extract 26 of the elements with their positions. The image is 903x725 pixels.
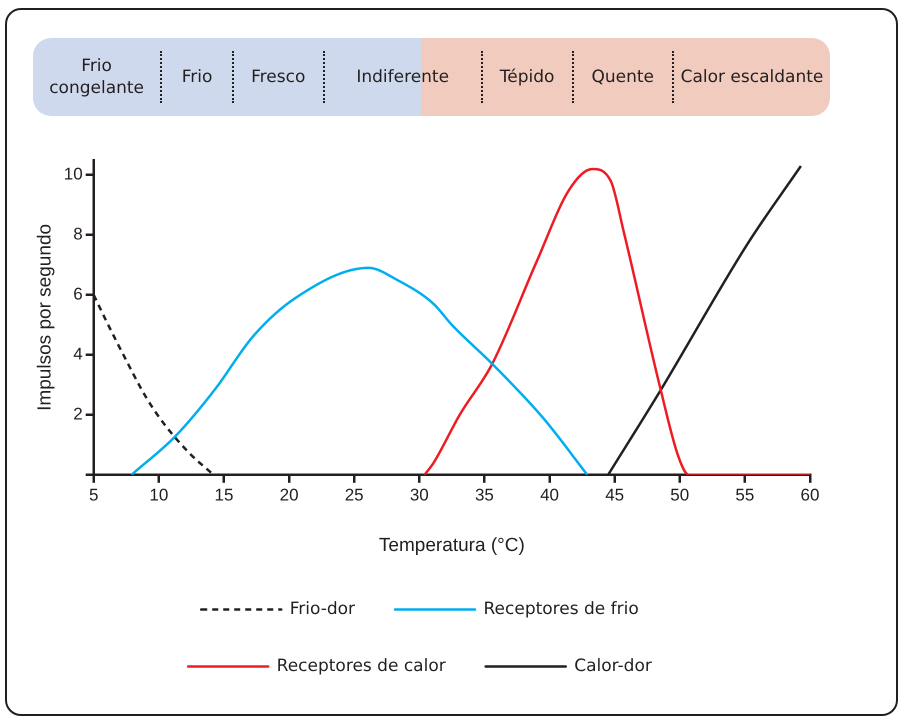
x-tick-label: 25 [344,486,364,505]
x-tick-label: 50 [670,486,690,505]
x-tick-label: 30 [410,486,429,505]
y-tick-label: 6 [73,284,83,304]
line-series [423,168,810,475]
legend-label: Receptores de frio [484,598,639,619]
x-tick-label: 5 [88,486,98,505]
x-tick-label: 10 [149,486,168,505]
x-tick-label: 15 [214,486,234,505]
x-tick-label: 20 [280,486,299,505]
temperature-scale-strip: Frio congelante Frio Fresco Indiferente Tépido Quente Calor escaldante [33,38,830,116]
x-tick-label: 55 [735,486,754,505]
y-tick-label: 4 [73,344,83,364]
legend-label: Receptores de calor [276,656,446,676]
x-tick-label: 60 [800,486,820,505]
y-tick-label: 2 [73,404,83,424]
x-tick-label: 45 [605,486,624,505]
y-tick-label: 10 [64,164,83,184]
y-tick-label: 8 [73,224,83,244]
y-axis-title: Impulsos por segundo [34,224,56,411]
x-tick-label: 40 [540,486,559,505]
legend-label: Calor-dor [574,656,652,676]
x-axis-title: Temperatura (°C) [378,534,525,556]
line-series [130,266,589,475]
legend-label: Frio-dor [290,598,356,619]
x-tick-label: 35 [474,486,494,505]
